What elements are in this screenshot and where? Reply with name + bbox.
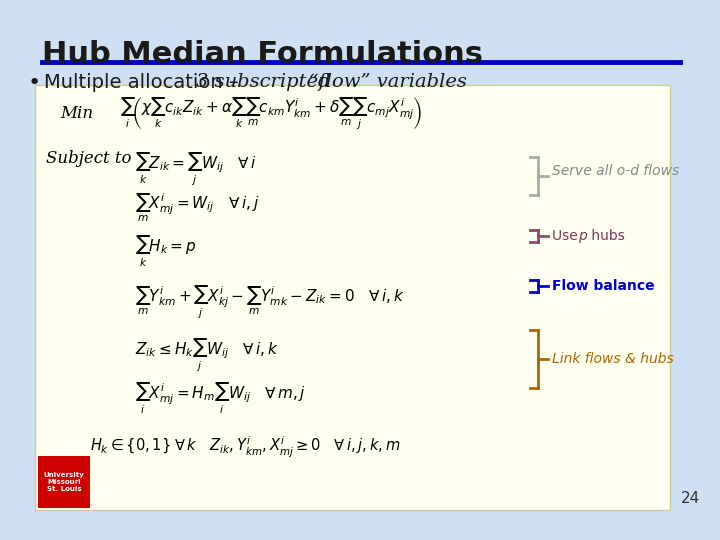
Text: $\sum_{i}\!\left(\chi\sum_{k}c_{ik}Z_{ik}+\alpha\sum_{k}\sum_{m}c_{km}Y^{i}_{km}: $\sum_{i}\!\left(\chi\sum_{k}c_{ik}Z_{ik… — [120, 95, 423, 132]
Text: 3 subscripted: 3 subscripted — [196, 73, 330, 91]
Text: •: • — [28, 73, 41, 93]
Text: hubs: hubs — [587, 229, 625, 243]
Text: “flow” variables: “flow” variables — [296, 73, 467, 91]
Text: $Z_{ik}\leq H_{k}\sum_{j}W_{ij}\quad\forall\, i,k$: $Z_{ik}\leq H_{k}\sum_{j}W_{ij}\quad\for… — [135, 338, 279, 374]
FancyBboxPatch shape — [35, 85, 670, 510]
Text: $H_{k}\in\{0,1\}\;\forall\,k\quad Z_{ik},Y^{i}_{km},X^{i}_{mj}\geq 0\quad\forall: $H_{k}\in\{0,1\}\;\forall\,k\quad Z_{ik}… — [90, 435, 400, 460]
Text: $\sum_{i}X^{i}_{mj}=H_{m}\sum_{i}W_{ij}\quad\forall\, m,j$: $\sum_{i}X^{i}_{mj}=H_{m}\sum_{i}W_{ij}\… — [135, 382, 306, 416]
Text: Serve all o-d flows: Serve all o-d flows — [552, 164, 679, 178]
Text: Hub Median Formulations: Hub Median Formulations — [42, 40, 483, 69]
Text: Use: Use — [552, 229, 582, 243]
Text: University
Missouri
St. Louis: University Missouri St. Louis — [44, 472, 84, 492]
Text: $\sum_{k}H_{k}=p$: $\sum_{k}H_{k}=p$ — [135, 235, 197, 269]
Text: Link flows & hubs: Link flows & hubs — [552, 352, 674, 366]
Text: Flow balance: Flow balance — [552, 279, 654, 293]
FancyBboxPatch shape — [38, 456, 90, 508]
Text: Multiple allocation –: Multiple allocation – — [44, 73, 245, 92]
Text: Min: Min — [60, 105, 93, 122]
Text: p: p — [578, 229, 587, 243]
Text: $\sum_{m}X^{i}_{mj}=W_{ij}\quad\forall\, i,j$: $\sum_{m}X^{i}_{mj}=W_{ij}\quad\forall\,… — [135, 192, 259, 224]
Text: 24: 24 — [680, 491, 700, 506]
Text: $\sum_{k}Z_{ik}=\sum_{j}W_{ij}\quad\forall\, i$: $\sum_{k}Z_{ik}=\sum_{j}W_{ij}\quad\fora… — [135, 152, 257, 188]
Text: $\sum_{m}Y^{i}_{km}+\sum_{j}X^{i}_{kj}-\sum_{m}Y^{i}_{mk}-Z_{ik}=0\quad\forall\,: $\sum_{m}Y^{i}_{km}+\sum_{j}X^{i}_{kj}-\… — [135, 285, 405, 321]
Text: Subject to: Subject to — [46, 150, 132, 167]
